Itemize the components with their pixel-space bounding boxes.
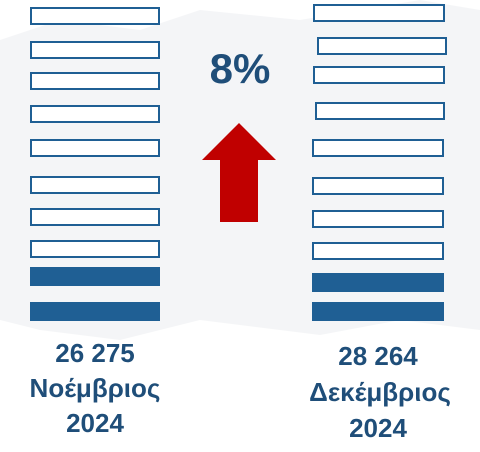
left-value: 26 275 xyxy=(55,338,135,368)
right-value: 28 264 xyxy=(338,341,418,371)
right-year: 2024 xyxy=(349,413,407,443)
left-bars xyxy=(30,7,160,321)
right-bars xyxy=(312,4,447,321)
change-percent: 8% xyxy=(210,45,271,92)
left-month: Νοέμβριος xyxy=(30,373,161,403)
up-arrow xyxy=(202,123,276,222)
right-month: Δεκέμβριος xyxy=(309,377,451,407)
left-year: 2024 xyxy=(66,408,124,438)
